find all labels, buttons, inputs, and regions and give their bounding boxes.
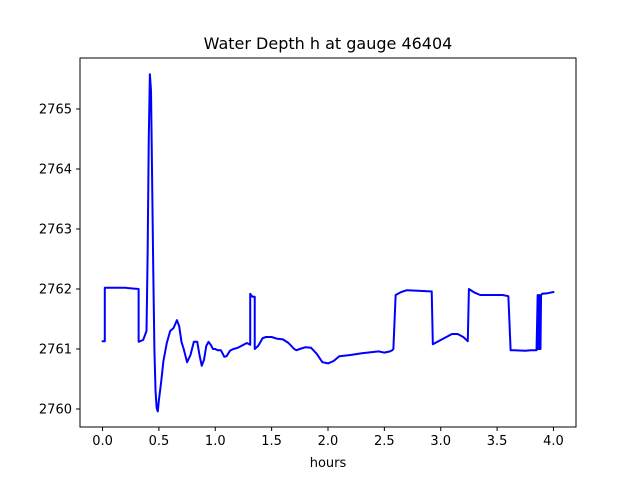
y-tick-label: 2761 xyxy=(39,343,72,358)
y-axis: 2760 2761 2762 2763 2764 2765 xyxy=(39,103,80,418)
x-tick-label: 1.0 xyxy=(205,434,226,449)
y-tick-label: 2762 xyxy=(39,283,72,298)
x-tick-label: 0.5 xyxy=(149,434,170,449)
x-tick-label: 3.0 xyxy=(430,434,451,449)
y-tick-label: 2765 xyxy=(39,103,72,118)
x-tick-label: 2.0 xyxy=(318,434,339,449)
x-axis-label: hours xyxy=(310,456,347,471)
y-tick-label: 2763 xyxy=(39,223,72,238)
x-tick-label: 3.5 xyxy=(487,434,508,449)
x-axis: 0.0 0.5 1.0 1.5 2.0 2.5 3.0 3.5 4.0 xyxy=(92,427,564,449)
y-tick-label: 2760 xyxy=(39,403,72,418)
y-tick-label: 2764 xyxy=(39,163,72,178)
plot-area xyxy=(101,73,555,413)
x-tick-label: 0.0 xyxy=(92,434,113,449)
series-line xyxy=(101,73,555,413)
x-tick-label: 4.0 xyxy=(543,434,564,449)
x-tick-label: 1.5 xyxy=(261,434,282,449)
chart-title: Water Depth h at gauge 46404 xyxy=(204,34,453,53)
x-tick-label: 2.5 xyxy=(374,434,395,449)
